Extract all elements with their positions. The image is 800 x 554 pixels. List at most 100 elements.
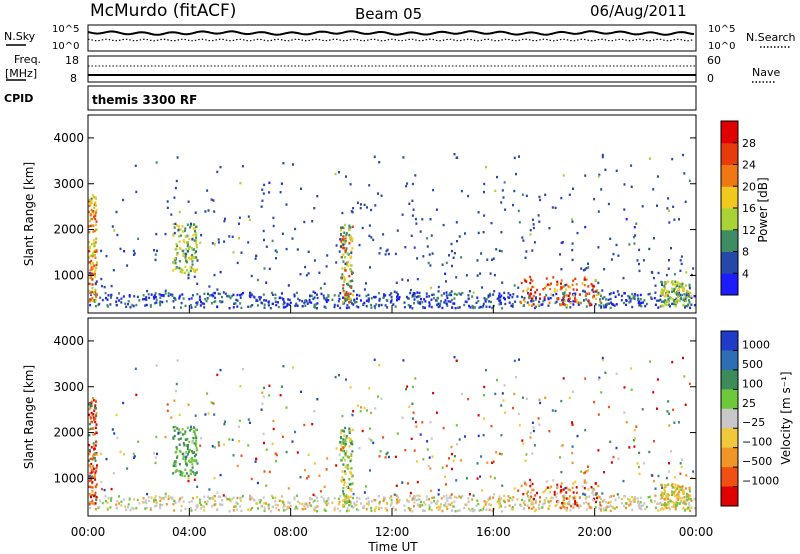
velocity-cell xyxy=(94,453,97,456)
velocity-cell xyxy=(127,506,129,509)
velocity-cell xyxy=(185,451,188,454)
power-cell xyxy=(342,284,345,287)
velocity-cell xyxy=(342,442,345,446)
power-cell xyxy=(194,229,196,233)
velocity-cell xyxy=(300,390,302,393)
velocity-cell xyxy=(663,488,666,491)
power-cell xyxy=(648,292,651,296)
velocity-cell xyxy=(196,471,198,474)
power-cell xyxy=(210,302,213,305)
power-cell xyxy=(160,294,163,297)
velocity-cell xyxy=(155,504,158,507)
velocity-cell xyxy=(568,500,571,503)
power-cell xyxy=(353,299,356,302)
power-cell xyxy=(171,294,174,298)
velocity-cell xyxy=(303,423,306,427)
power-cell xyxy=(693,295,696,298)
velocity-cell xyxy=(547,507,550,510)
power-cell xyxy=(674,301,677,304)
power-cell xyxy=(617,293,620,296)
power-cell xyxy=(637,298,639,302)
velocity-cell xyxy=(385,501,388,505)
power-cell xyxy=(684,306,686,309)
power-cell xyxy=(482,231,485,234)
power-cell xyxy=(184,265,187,268)
velocity-cell xyxy=(679,496,682,500)
velocity-cell xyxy=(176,447,179,451)
velocity-cell xyxy=(639,505,642,508)
power-cell xyxy=(200,234,203,237)
power-cell xyxy=(500,250,503,253)
velocity-cell xyxy=(268,384,271,387)
power-cell xyxy=(92,239,95,242)
power-cell xyxy=(358,243,361,247)
velocity-cell xyxy=(613,507,616,510)
power-cell xyxy=(344,249,347,252)
power-cell xyxy=(341,242,344,246)
power-cell xyxy=(223,220,226,223)
power-cell xyxy=(549,296,552,300)
power-cell xyxy=(444,272,447,275)
power-cell xyxy=(633,226,636,229)
velocity-cell xyxy=(203,495,206,498)
velocity-cell xyxy=(504,505,507,509)
velocity-cell xyxy=(593,400,596,404)
velocity-cell xyxy=(398,500,400,504)
velocity-cell xyxy=(159,504,161,508)
power-cell xyxy=(483,297,486,300)
power-cell xyxy=(588,292,591,295)
velocity-cell xyxy=(94,452,97,455)
power-cell xyxy=(680,255,683,258)
velocity-cell xyxy=(89,427,92,430)
velocity-cell xyxy=(195,504,198,508)
velocity-cell xyxy=(548,430,551,433)
power-cell xyxy=(255,298,258,302)
power-cell xyxy=(304,299,307,302)
power-cell xyxy=(584,174,587,177)
velocity-cell xyxy=(174,389,177,393)
freq-label: Freq. xyxy=(14,53,41,66)
power-cell xyxy=(638,248,641,252)
velocity-cell xyxy=(313,499,316,502)
velocity-cell xyxy=(349,495,352,498)
power-cell xyxy=(639,293,642,297)
velocity-cell xyxy=(421,504,424,507)
power-cell xyxy=(663,285,666,288)
power-ytick-label-1: 2000 xyxy=(53,223,84,237)
power-cell xyxy=(572,294,575,297)
velocity-cell xyxy=(620,502,623,505)
power-cell xyxy=(530,278,532,281)
power-cell xyxy=(448,254,450,257)
velocity-cell xyxy=(463,506,466,510)
power-cell xyxy=(679,269,682,272)
power-cell xyxy=(561,299,564,302)
power-cell xyxy=(91,255,94,258)
power-cell xyxy=(483,182,486,186)
power-cell xyxy=(187,241,190,244)
velocity-cell xyxy=(174,470,177,473)
velocity-cell xyxy=(195,442,198,445)
velocity-cell xyxy=(667,497,670,501)
power-cell xyxy=(511,303,514,306)
power-cell xyxy=(440,294,443,297)
velocity-cell xyxy=(601,356,604,360)
power-cell xyxy=(352,207,355,210)
power-cell xyxy=(583,276,586,279)
power-cell xyxy=(92,264,95,267)
velocity-cell xyxy=(339,441,342,444)
power-cell xyxy=(88,256,91,259)
velocity-cell xyxy=(260,504,263,507)
velocity-cell xyxy=(676,502,679,505)
velocity-cell xyxy=(515,375,517,379)
power-cell xyxy=(258,298,261,301)
velocity-cell xyxy=(561,444,564,447)
velocity-cell xyxy=(350,442,352,445)
velocity-cell xyxy=(89,506,92,510)
velocity-cell xyxy=(664,506,667,509)
power-cell xyxy=(233,302,236,305)
power-cell xyxy=(255,254,258,258)
power-cell xyxy=(342,289,345,293)
velocity-cell xyxy=(351,443,354,446)
velocity-cell xyxy=(552,497,555,500)
power-cell xyxy=(194,269,197,272)
